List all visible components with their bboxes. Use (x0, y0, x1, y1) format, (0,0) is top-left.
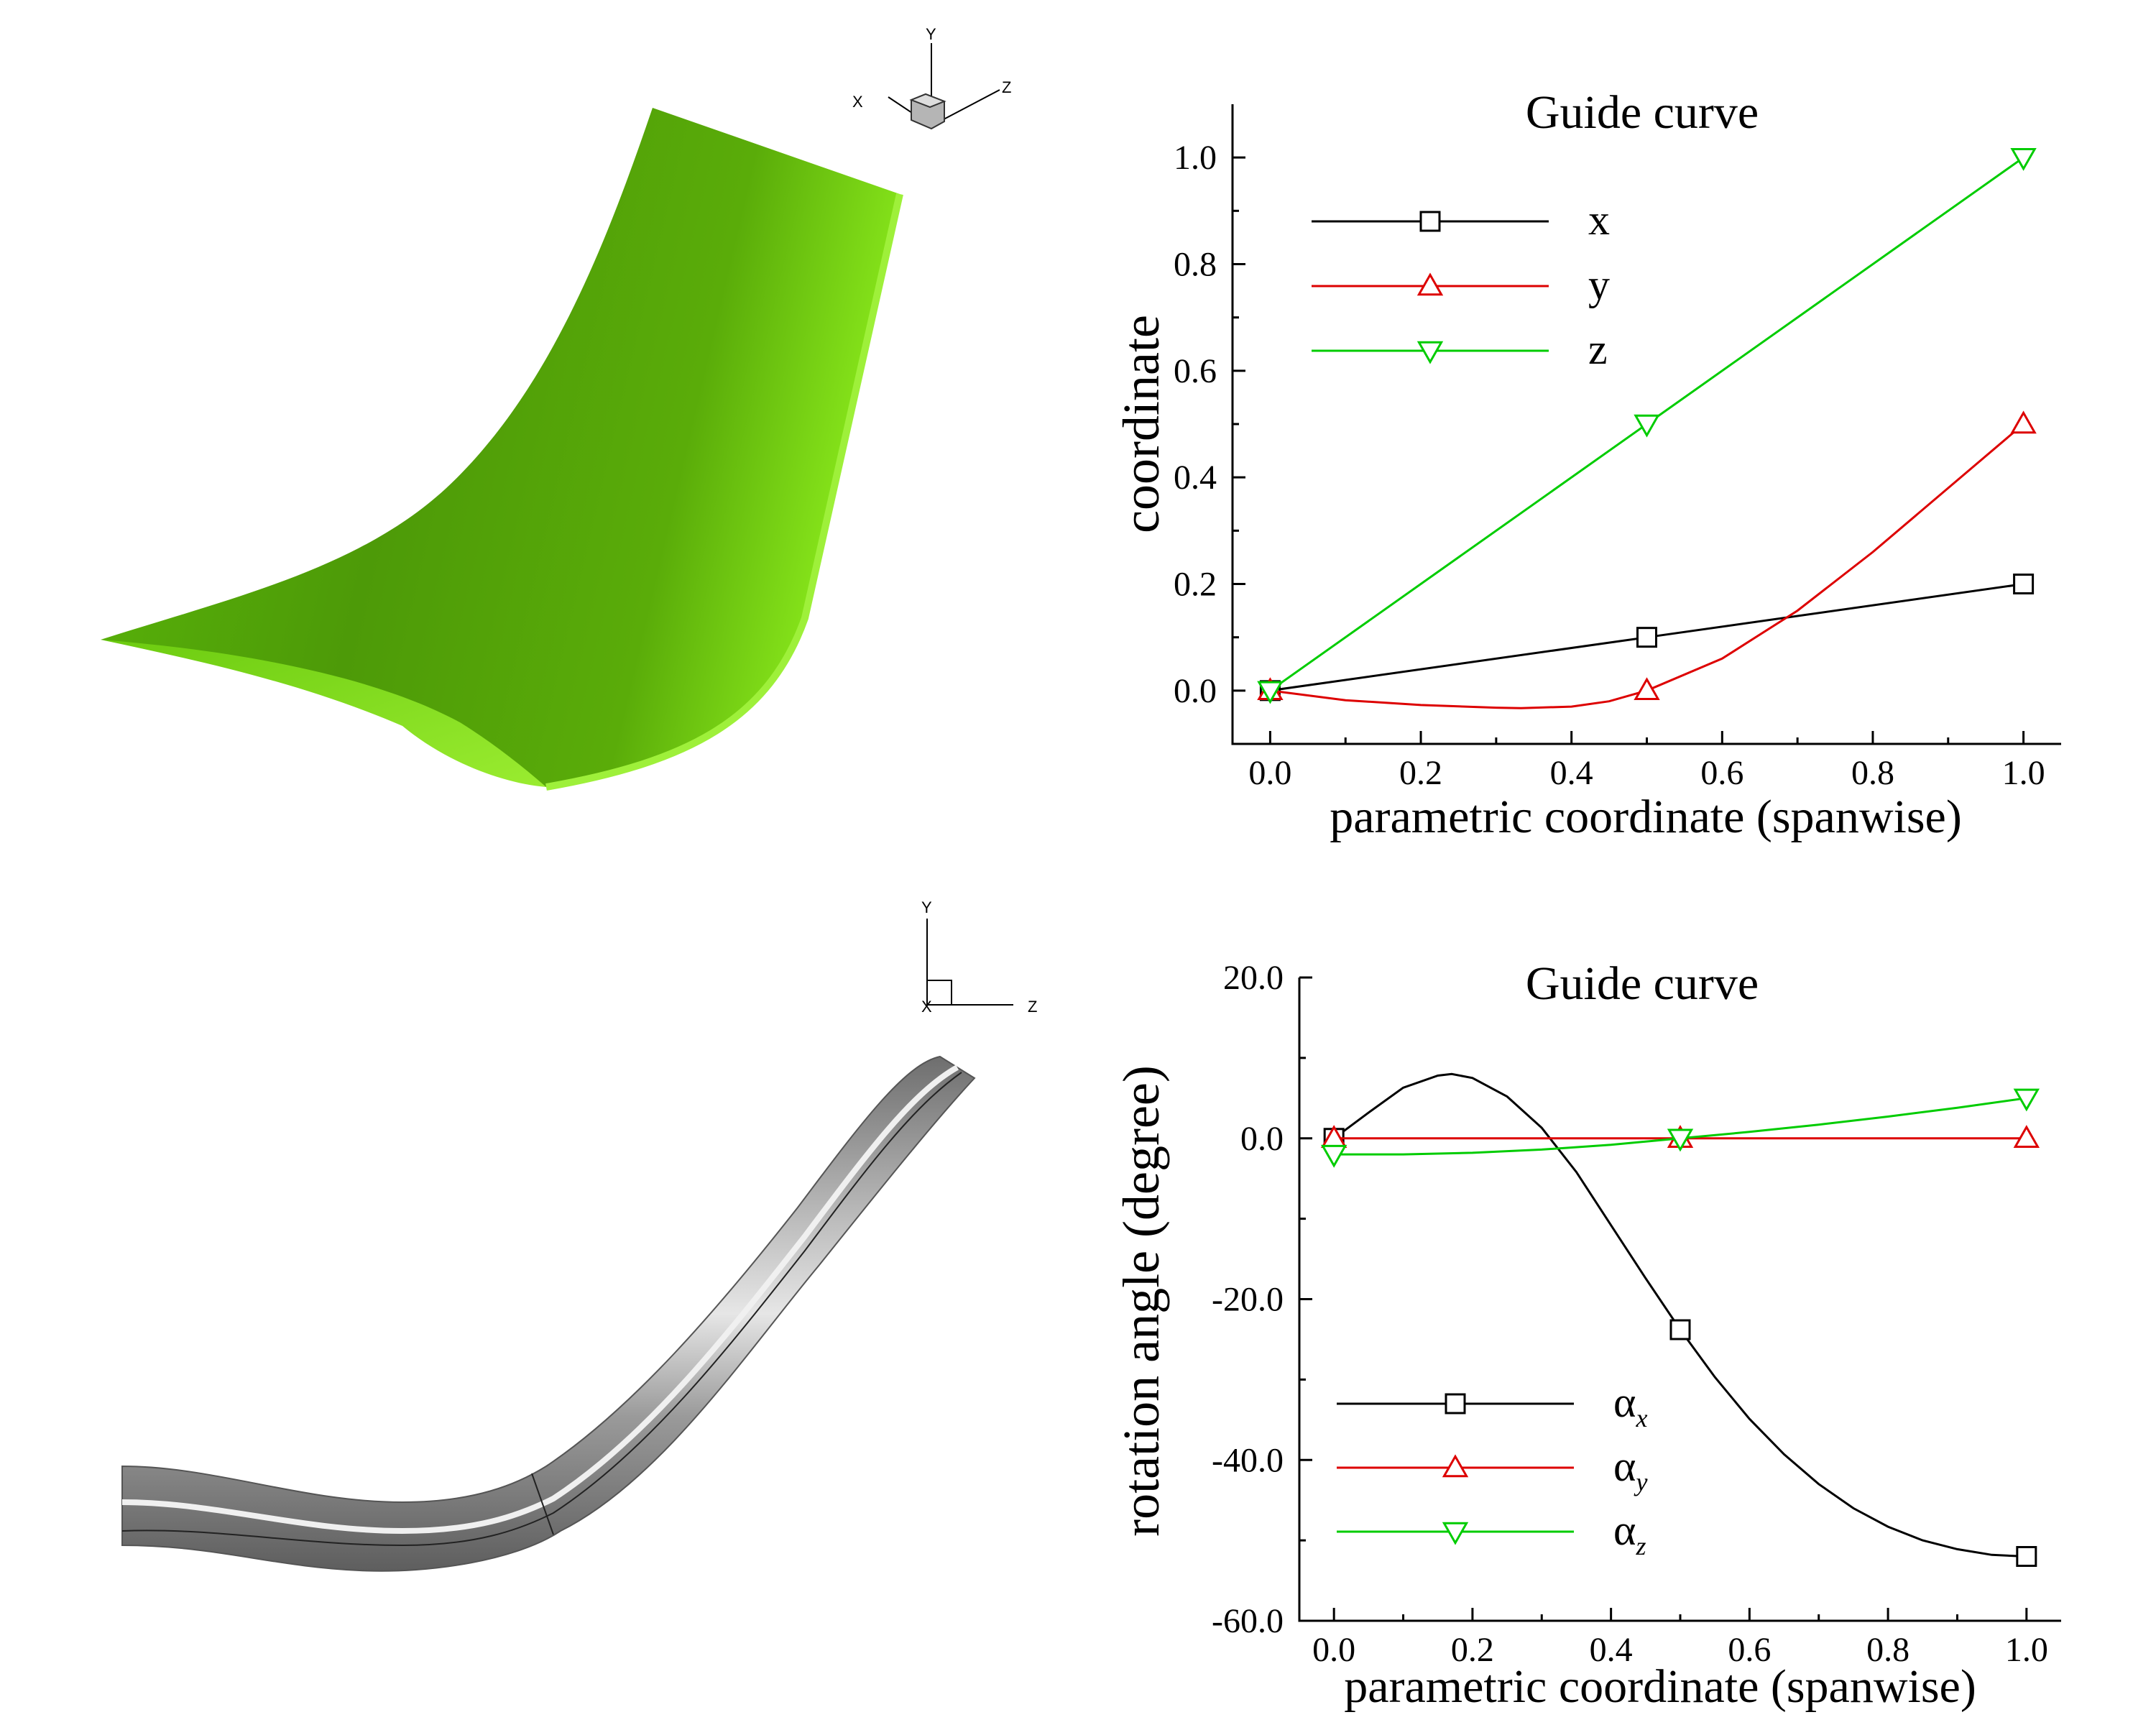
y-tick-label: 1.0 (1174, 139, 1217, 177)
y-tick-label: 0.0 (1174, 672, 1217, 710)
series-y-marker (1634, 677, 1660, 701)
triad-bottom-x-label: X (921, 998, 932, 1016)
chart1-title: Guide curve (1526, 86, 1759, 139)
series-x-marker (1636, 627, 1657, 648)
surface-top (101, 108, 900, 787)
y-tick-label: -60.0 (1212, 1602, 1284, 1640)
chart-coordinate: Guide curve parametric coordinate (spanw… (1112, 86, 2061, 843)
legend-marker (1442, 1522, 1469, 1545)
series-αz-marker (1667, 1128, 1694, 1152)
axis-triad-bottom: Y X Z (921, 898, 1037, 1016)
legend-label: αy (1613, 1443, 1647, 1496)
chart2-title: Guide curve (1526, 957, 1759, 1010)
legend-label: αx (1613, 1379, 1647, 1432)
y-tick-label: 0.6 (1174, 352, 1217, 390)
tube-guide-line (121, 1072, 962, 1547)
chart-rotation-angle: Guide curve parametric coordinate (spanw… (1112, 957, 2061, 1713)
x-tick-label: 0.0 (1312, 1631, 1355, 1669)
x-tick-label: 0.6 (1700, 754, 1743, 792)
series-αx-line (1333, 1072, 2027, 1558)
axis-triad-top: Y X Z (852, 25, 1011, 130)
x-tick-label: 0.2 (1399, 754, 1442, 792)
x-tick-label: 0.8 (1851, 754, 1894, 792)
legend-label: αz (1613, 1506, 1646, 1560)
y-tick-label: 0.4 (1174, 459, 1217, 497)
x-tick-label: 0.4 (1590, 1631, 1633, 1669)
series-αx-marker (2016, 1546, 2037, 1567)
legend-marker (1445, 1393, 1466, 1414)
chart2-ylabel: rotation angle (degree) (1112, 1065, 1170, 1537)
legend-marker (1416, 341, 1444, 364)
triad-top-y-label: Y (926, 25, 936, 43)
triad-top-z-label: Z (1002, 78, 1011, 96)
y-tick-label: -20.0 (1212, 1281, 1284, 1319)
series-x-marker (2013, 574, 2035, 594)
surface-edge-highlight (545, 193, 903, 791)
chart2-axes (1298, 978, 2061, 1622)
triad-top-x-label: X (852, 93, 863, 111)
series-αx-marker (1669, 1319, 1691, 1340)
series-αy-marker (2013, 1125, 2040, 1148)
series-y-line (1270, 423, 2024, 709)
series-αz-marker (1320, 1144, 1348, 1168)
legend-marker (1442, 1454, 1469, 1478)
x-tick-label: 1.0 (2002, 754, 2045, 792)
tube-body (121, 1055, 976, 1572)
y-tick-label: -40.0 (1212, 1441, 1284, 1479)
series-y-marker (2010, 410, 2037, 434)
legend-label: x (1588, 196, 1610, 244)
chart2-xlabel: parametric coordinate (spanwise) (1344, 1660, 1976, 1713)
series-z-marker (1257, 681, 1284, 704)
gray-tube-render (121, 1055, 976, 1572)
legend-label: z (1588, 326, 1608, 373)
x-tick-label: 0.6 (1728, 1631, 1771, 1669)
tube-section-line (531, 1473, 554, 1535)
series-αz-marker (2013, 1088, 2040, 1112)
legend-marker (1419, 211, 1441, 232)
y-tick-label: 0.8 (1174, 246, 1217, 284)
x-tick-label: 0.8 (1866, 1631, 1909, 1669)
chart1-ylabel: coordinate (1112, 315, 1170, 533)
x-tick-label: 0.2 (1451, 1631, 1494, 1669)
green-surface-render (101, 108, 903, 791)
triad-bottom-z-label: Z (1028, 998, 1037, 1016)
legend-label: y (1588, 261, 1610, 308)
x-tick-label: 0.0 (1248, 754, 1291, 792)
triad-bottom-y-label: Y (921, 898, 932, 916)
chart1-xlabel: parametric coordinate (spanwise) (1330, 791, 1962, 843)
tube-highlight (121, 1064, 959, 1535)
series-z-marker (2010, 147, 2037, 171)
y-tick-label: 20.0 (1223, 959, 1284, 997)
x-tick-label: 0.4 (1550, 754, 1593, 792)
series-z-marker (1634, 414, 1660, 438)
x-tick-label: 1.0 (2005, 1631, 2048, 1669)
y-tick-label: 0.2 (1174, 566, 1217, 604)
y-tick-label: 0.0 (1240, 1120, 1284, 1158)
legend-marker (1416, 272, 1444, 296)
